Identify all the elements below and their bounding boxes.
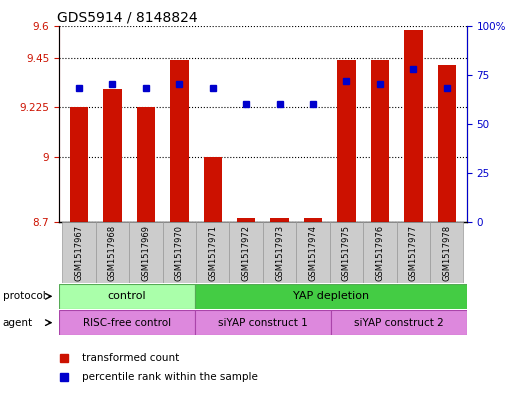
FancyBboxPatch shape bbox=[196, 222, 229, 283]
Bar bbox=[237, 218, 255, 222]
Text: transformed count: transformed count bbox=[82, 353, 179, 363]
Text: GSM1517974: GSM1517974 bbox=[308, 225, 318, 281]
FancyBboxPatch shape bbox=[331, 310, 467, 335]
Text: GSM1517975: GSM1517975 bbox=[342, 225, 351, 281]
Text: GDS5914 / 8148824: GDS5914 / 8148824 bbox=[57, 10, 198, 24]
Bar bbox=[204, 156, 222, 222]
Text: RISC-free control: RISC-free control bbox=[83, 318, 171, 328]
Text: YAP depletion: YAP depletion bbox=[293, 291, 369, 301]
Text: GSM1517969: GSM1517969 bbox=[142, 225, 150, 281]
Text: siYAP construct 1: siYAP construct 1 bbox=[218, 318, 308, 328]
Text: GSM1517967: GSM1517967 bbox=[74, 225, 84, 281]
Text: GSM1517977: GSM1517977 bbox=[409, 225, 418, 281]
FancyBboxPatch shape bbox=[430, 222, 463, 283]
FancyBboxPatch shape bbox=[59, 310, 195, 335]
Text: GSM1517972: GSM1517972 bbox=[242, 225, 251, 281]
Text: GSM1517976: GSM1517976 bbox=[376, 225, 384, 281]
FancyBboxPatch shape bbox=[363, 222, 397, 283]
FancyBboxPatch shape bbox=[96, 222, 129, 283]
FancyBboxPatch shape bbox=[263, 222, 297, 283]
Text: GSM1517970: GSM1517970 bbox=[175, 225, 184, 281]
FancyBboxPatch shape bbox=[59, 284, 195, 309]
Text: siYAP construct 2: siYAP construct 2 bbox=[354, 318, 444, 328]
Bar bbox=[170, 61, 189, 222]
FancyBboxPatch shape bbox=[195, 284, 467, 309]
FancyBboxPatch shape bbox=[330, 222, 363, 283]
Text: agent: agent bbox=[3, 318, 33, 328]
Bar bbox=[337, 61, 356, 222]
Bar bbox=[304, 218, 322, 222]
Bar bbox=[270, 218, 289, 222]
Text: percentile rank within the sample: percentile rank within the sample bbox=[82, 372, 258, 382]
FancyBboxPatch shape bbox=[63, 222, 96, 283]
Text: GSM1517968: GSM1517968 bbox=[108, 225, 117, 281]
FancyBboxPatch shape bbox=[297, 222, 330, 283]
FancyBboxPatch shape bbox=[229, 222, 263, 283]
Bar bbox=[103, 89, 122, 222]
Text: GSM1517978: GSM1517978 bbox=[442, 225, 451, 281]
Bar bbox=[137, 107, 155, 222]
Bar bbox=[70, 107, 88, 222]
Bar bbox=[371, 61, 389, 222]
FancyBboxPatch shape bbox=[195, 310, 331, 335]
Text: GSM1517971: GSM1517971 bbox=[208, 225, 218, 281]
Bar bbox=[438, 65, 456, 222]
Bar bbox=[404, 30, 423, 222]
FancyBboxPatch shape bbox=[397, 222, 430, 283]
Text: control: control bbox=[108, 291, 146, 301]
Text: GSM1517973: GSM1517973 bbox=[275, 225, 284, 281]
Text: protocol: protocol bbox=[3, 291, 45, 301]
FancyBboxPatch shape bbox=[163, 222, 196, 283]
FancyBboxPatch shape bbox=[129, 222, 163, 283]
